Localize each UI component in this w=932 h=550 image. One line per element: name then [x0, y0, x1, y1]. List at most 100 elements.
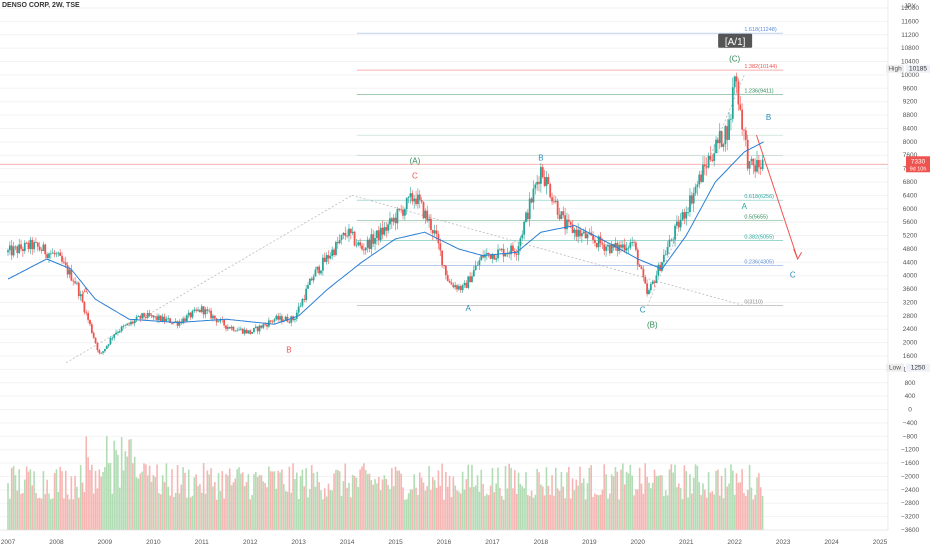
- candle-body: [551, 197, 553, 202]
- candle-body: [614, 242, 617, 248]
- volume-bar: [68, 499, 71, 530]
- volume-bar: [275, 488, 278, 530]
- volume-bar: [305, 468, 307, 530]
- volume-bar: [20, 493, 22, 530]
- volume-bar: [376, 483, 378, 530]
- candle-body: [61, 255, 63, 262]
- volume-bar: [689, 474, 691, 530]
- volume-bar: [746, 489, 749, 530]
- wave-label: B: [766, 113, 771, 122]
- volume-bar: [329, 490, 332, 530]
- candle-body: [603, 244, 606, 251]
- price-tick: 5600: [903, 219, 918, 226]
- volume-bar: [361, 466, 363, 530]
- volume-bar: [595, 494, 598, 530]
- price-tick: 0: [908, 407, 912, 414]
- wave-label: C: [790, 270, 796, 279]
- candle-body: [171, 323, 173, 324]
- candle-body: [752, 158, 755, 166]
- candle-body: [23, 242, 26, 252]
- volume-bar: [124, 451, 127, 530]
- price-tick: 800: [905, 380, 916, 387]
- low-badge-label-bg: [886, 363, 904, 372]
- volume-bar: [482, 483, 484, 530]
- candle-body: [27, 242, 30, 249]
- volume-bar: [735, 473, 738, 530]
- volume-bar: [435, 487, 438, 530]
- candle-body: [586, 234, 589, 239]
- candle-body: [340, 235, 343, 240]
- volume-bar: [53, 473, 56, 530]
- volume-bar: [351, 474, 354, 530]
- volume-bar: [581, 482, 583, 530]
- candle-body: [707, 155, 710, 168]
- candle-body: [126, 323, 129, 326]
- wave-label: B: [286, 346, 291, 355]
- volume-bar: [241, 472, 244, 530]
- time-tick: 2010: [146, 539, 161, 546]
- candle-body: [85, 312, 88, 314]
- volume-bar: [400, 473, 402, 530]
- volume-bar: [588, 467, 591, 530]
- volume-bar: [290, 492, 293, 530]
- candle-body: [715, 139, 717, 154]
- price-tick: −2800: [901, 500, 920, 507]
- volume-bar: [66, 494, 69, 530]
- candle-body: [580, 233, 583, 237]
- volume-bar: [228, 468, 231, 530]
- candle-body: [741, 109, 744, 130]
- wave-label: (A): [410, 157, 421, 166]
- volume-bar: [232, 482, 235, 530]
- candle-body: [22, 249, 24, 252]
- candle-body: [696, 184, 699, 187]
- high-badge-label-bg: [886, 64, 904, 73]
- time-tick: 2023: [776, 539, 791, 546]
- candle-body: [744, 130, 747, 140]
- volume-bar: [262, 481, 265, 530]
- volume-bar: [240, 473, 242, 530]
- volume-bar: [450, 497, 453, 530]
- candle-body: [418, 194, 421, 201]
- candle-body: [690, 195, 693, 204]
- candle-body: [329, 256, 332, 259]
- time-tick: 2009: [98, 539, 113, 546]
- candle-body: [51, 252, 54, 254]
- candle-body: [362, 249, 365, 251]
- volume-bar: [310, 465, 313, 530]
- price-tick: 9200: [903, 99, 918, 106]
- volume-bar: [502, 499, 505, 530]
- volume-bar: [327, 483, 330, 530]
- volume-bar: [92, 493, 95, 530]
- volume-bar: [463, 489, 466, 530]
- candle-body: [402, 209, 404, 216]
- volume-bar: [31, 485, 34, 530]
- candle-body: [668, 239, 671, 247]
- candle-body: [458, 286, 460, 290]
- candle-body: [428, 218, 430, 221]
- candle-body: [48, 253, 50, 258]
- volume-bar: [402, 487, 404, 530]
- candle-body: [467, 276, 470, 288]
- candle-body: [284, 316, 287, 321]
- volume-bar: [638, 467, 641, 530]
- candle-body: [124, 325, 127, 326]
- candle-body: [314, 269, 317, 277]
- candle-body: [489, 254, 492, 259]
- candle-body: [646, 283, 648, 294]
- candle-body: [299, 305, 302, 307]
- candle-body: [338, 239, 341, 244]
- candle-body: [571, 224, 574, 233]
- volume-bar: [467, 464, 470, 530]
- candle-body: [107, 344, 110, 346]
- candle-body: [102, 351, 104, 353]
- candle-body: [318, 266, 321, 274]
- volume-bar: [666, 495, 669, 530]
- candle-body: [500, 248, 503, 250]
- candle-body: [579, 229, 581, 237]
- volume-bar: [607, 498, 609, 530]
- volume-bar: [625, 471, 628, 530]
- candle-body: [666, 246, 669, 255]
- candle-body: [569, 221, 572, 225]
- volume-bar: [560, 471, 563, 530]
